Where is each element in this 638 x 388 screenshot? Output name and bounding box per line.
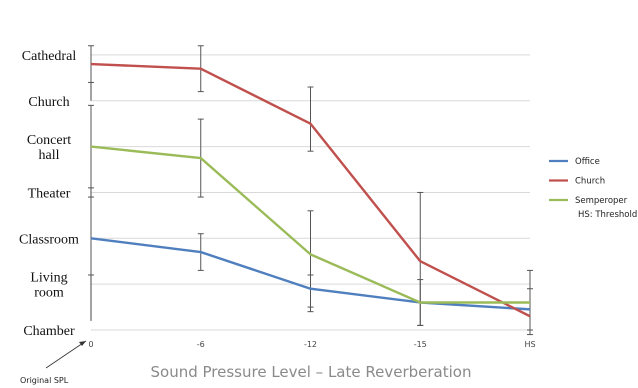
error-bar [308, 87, 314, 151]
y-category-label: Church [28, 95, 69, 110]
x-tick-label: HS [524, 340, 535, 349]
y-category-label: Theater [28, 186, 71, 201]
x-axis-title: Sound Pressure Level – Late Reverberatio… [151, 363, 472, 381]
legend-item-church: Church [549, 177, 605, 187]
legend-item-semperoper: Semperoper [549, 196, 628, 206]
x-tick-label: 0 [88, 340, 93, 349]
error-bar [88, 197, 94, 275]
x-tick-label: -6 [197, 340, 205, 349]
legend-label: Office [575, 157, 600, 167]
error-bar [308, 275, 314, 307]
y-category-label: Concert hall [27, 133, 71, 163]
x-tick-labels: 0 -6 -12 -15 HS [88, 340, 535, 349]
legend-item-office: Office [549, 157, 600, 167]
y-category-label: Cathedral [22, 49, 77, 64]
x-tick-label: -15 [414, 340, 427, 349]
origin-arrow [46, 341, 86, 368]
x-tick-label: -12 [304, 340, 317, 349]
y-category-label: Living room [30, 271, 67, 301]
legend-label: Semperoper [575, 196, 628, 206]
y-category-labels: Chamber Living room Classroom Theater Concert… [19, 49, 79, 339]
legend: Office Church Semperoper [549, 157, 628, 206]
y-category-label: Chamber [23, 324, 75, 339]
legend-note: HS: Threshold [578, 210, 637, 220]
error-bar-layer [88, 46, 533, 335]
legend-label: Church [575, 177, 605, 187]
origin-annotation: Original SPL [20, 376, 69, 385]
y-category-label: Classroom [19, 232, 79, 247]
